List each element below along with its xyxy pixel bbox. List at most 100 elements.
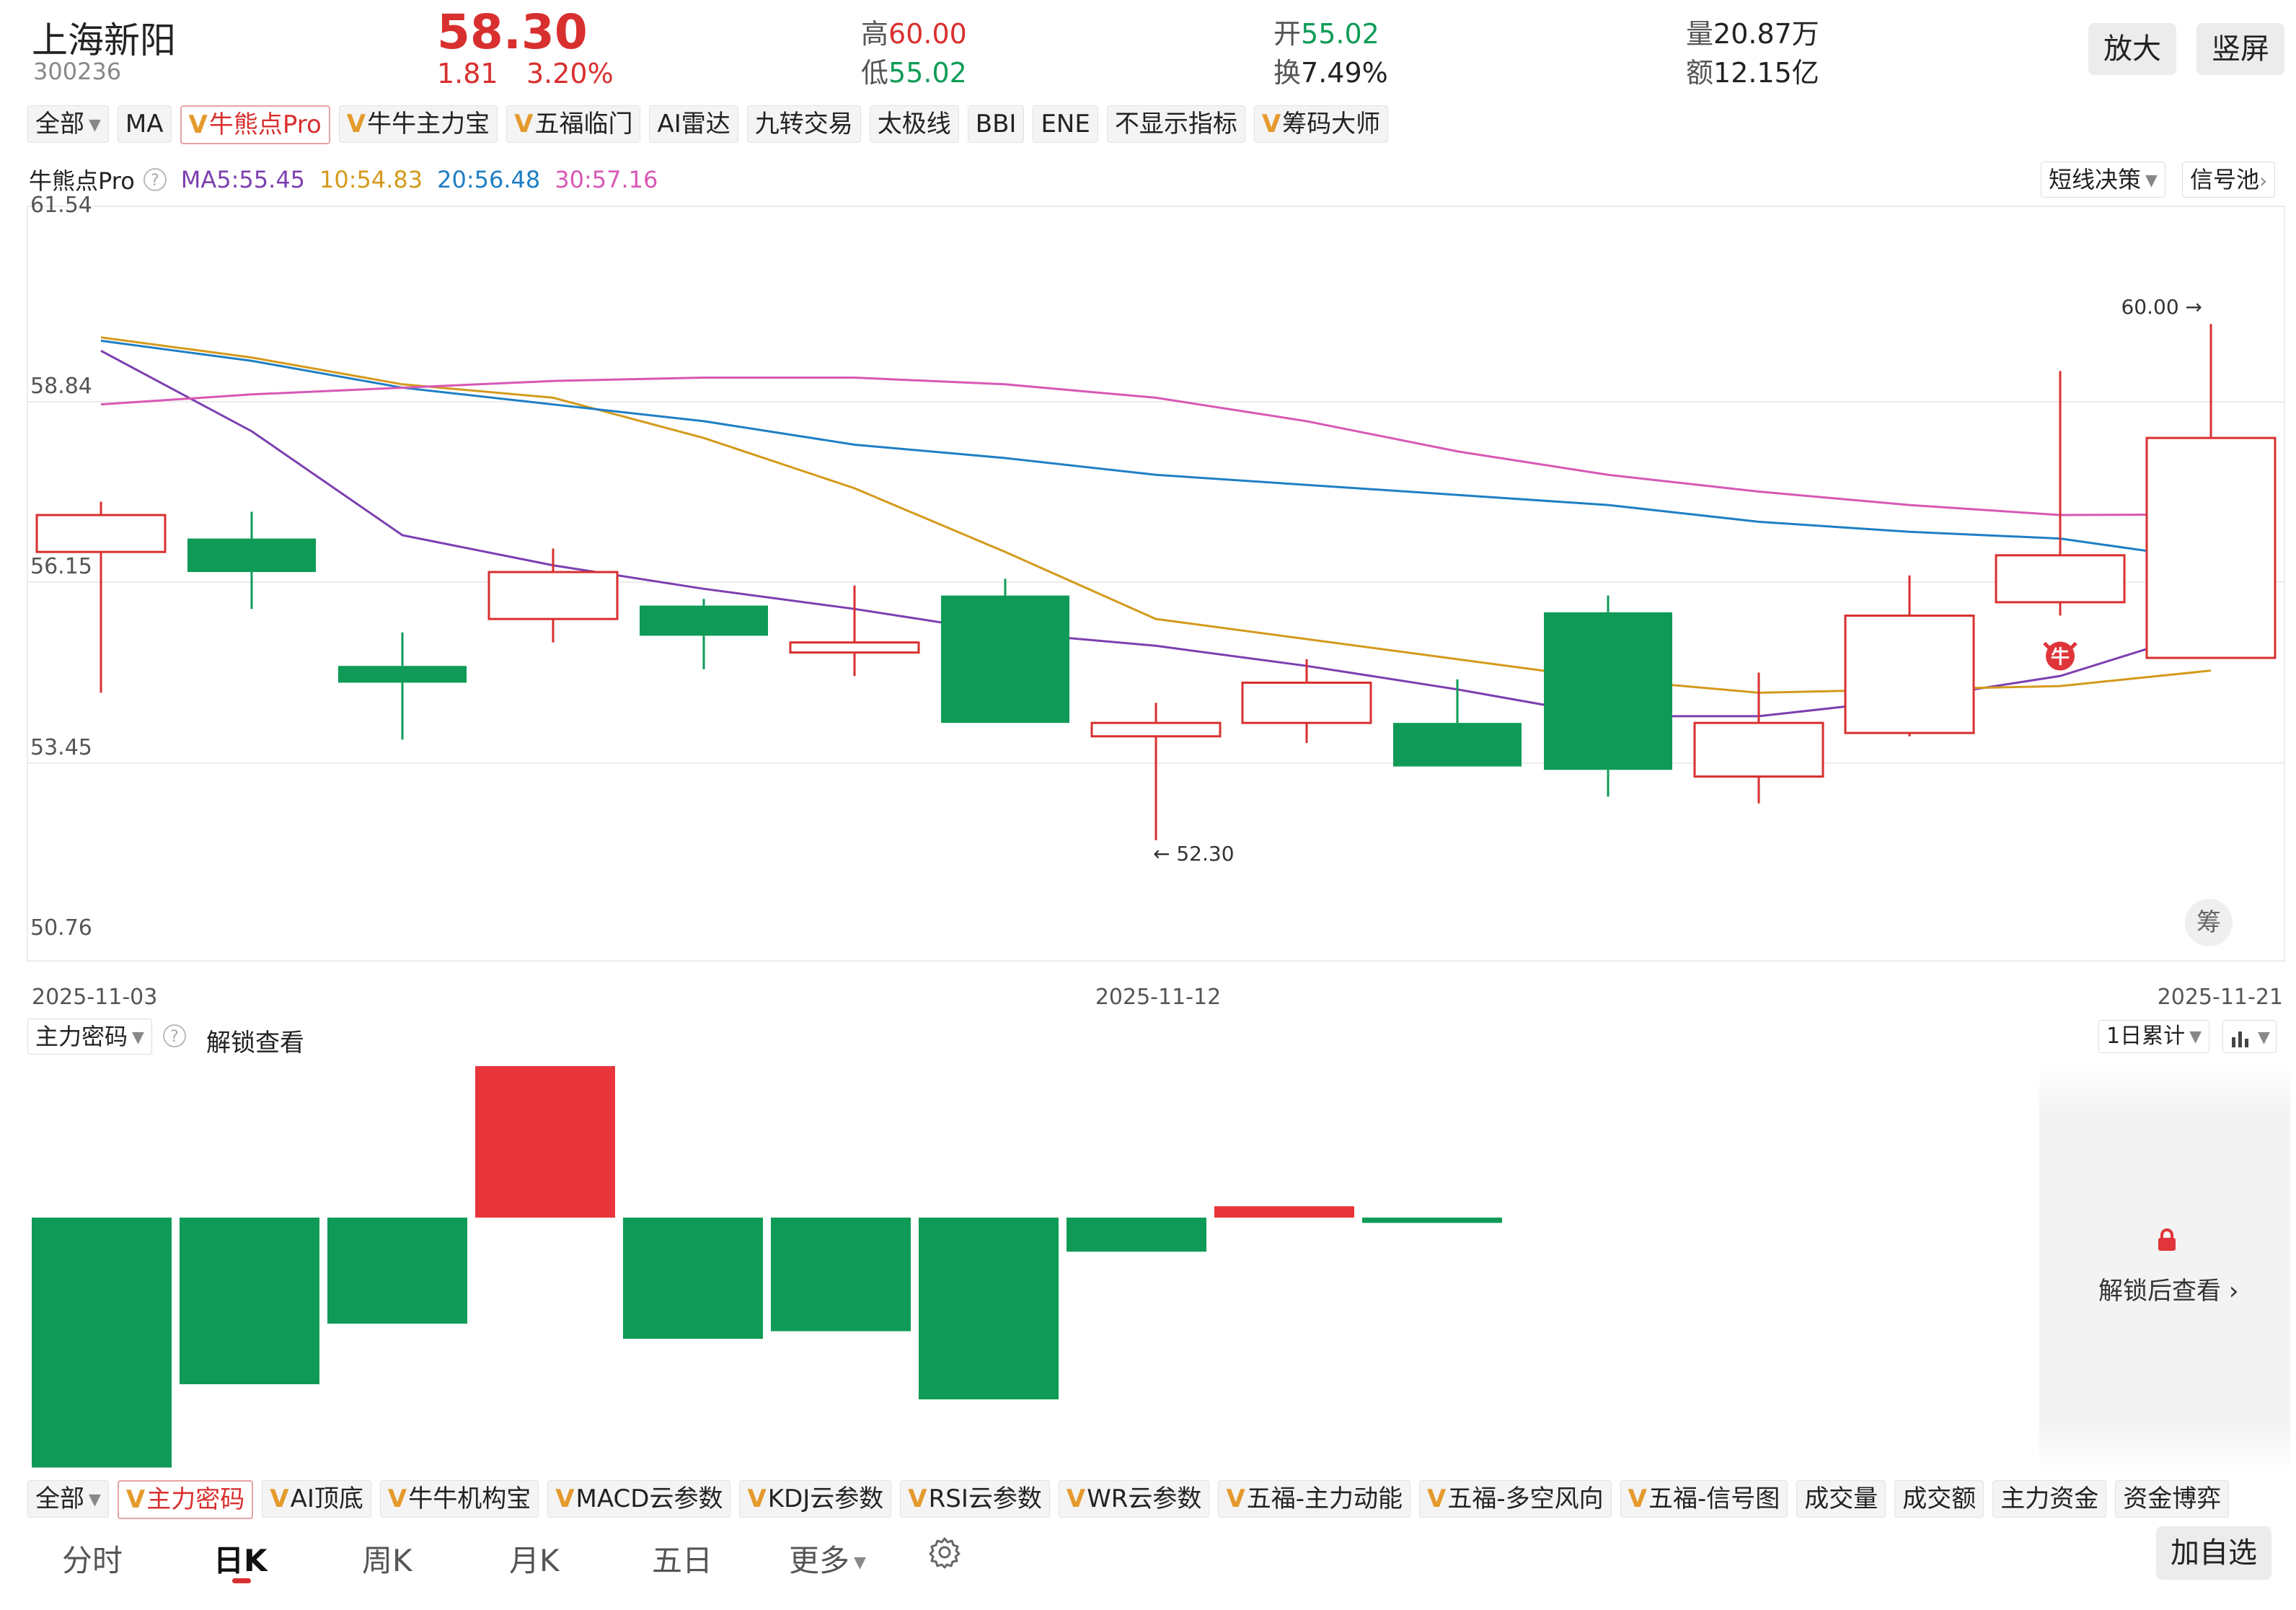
candle [1844,575,1975,736]
lower-indicator-tab-0[interactable]: 全部 ▼ [27,1480,109,1518]
vip-icon: V [1226,1484,1245,1513]
zoom-button[interactable]: 放大 [2088,23,2176,75]
lower-indicator-dropdown[interactable]: 主力密码 ▼ [27,1019,152,1055]
vip-icon: V [1628,1484,1647,1513]
indicator-tab-7[interactable]: 太极线 [869,105,959,143]
candle [640,599,768,669]
price-change: 1.81 [437,58,498,89]
strategy-dropdown[interactable]: 短线决策 ▼ [2041,162,2165,198]
gear-icon[interactable] [927,1535,962,1570]
unlock-after-view[interactable]: 解锁后查看 › [2098,1271,2238,1306]
lower-indicator-tab-label: MACD云参数 [575,1484,723,1513]
volume-label: 量 [1686,18,1714,50]
lower-indicator-tab-label: 主力资金 [2000,1484,2099,1513]
ma10-value: 10:54.83 [319,166,423,193]
tab-month-k[interactable]: 月K [509,1543,560,1578]
open-value: 55.02 [1301,18,1379,50]
stock-code: 300236 [33,58,122,85]
tab-day-k[interactable]: 日K [213,1543,268,1578]
indicator-tab-3[interactable]: V牛牛主力宝 [338,105,498,143]
accumulate-dropdown[interactable]: 1日累计 ▼ [2098,1020,2210,1053]
lower-indicator-tab-3[interactable]: V牛牛机构宝 [379,1480,539,1518]
turnover-stat: 换7.49% [1273,50,1388,90]
candle [338,632,467,740]
current-price: 58.30 [437,4,588,60]
lower-indicator-tab-label: KDJ云参数 [767,1484,884,1513]
help-icon[interactable]: ? [143,168,167,191]
portrait-button[interactable]: 竖屏 [2196,23,2284,75]
lower-indicator-tab-10[interactable]: V五福-信号图 [1620,1480,1788,1518]
y-tick-label: 58.84 [30,374,92,399]
chips-badge[interactable]: 筹 [2185,899,2233,946]
turnover-value: 7.49% [1301,57,1388,89]
indicator-tab-label: 五福临门 [534,110,633,138]
candle [487,548,619,643]
candle-body [2145,436,2277,659]
low-label: 低 [861,57,889,89]
indicator-tab-0[interactable]: 全部 ▼ [27,105,109,143]
help-icon[interactable]: ? [163,1024,186,1047]
lower-indicator-tab-6[interactable]: VRSI云参数 [900,1480,1050,1518]
ma-legend: 牛熊点Pro ? MA5:55.45 10:54.83 20:56.48 30:… [29,163,658,196]
lower-indicator-tab-5[interactable]: VKDJ云参数 [739,1480,892,1518]
candle-body [487,571,619,620]
ma5-value: MA5:55.45 [180,166,306,193]
indicator-tab-8[interactable]: BBI [967,105,1025,143]
chevron-down-icon: ▼ [89,115,101,134]
chart-type-dropdown[interactable]: ▼ [2222,1020,2277,1053]
stock-name: 上海新阳 [32,19,176,61]
tab-week-k[interactable]: 周K [362,1543,412,1578]
lower-indicator-tab-2[interactable]: VAI顶底 [262,1480,371,1518]
lower-indicator-tab-label: 五福-多空风向 [1447,1484,1604,1513]
high-marker: 60.00 → [2121,295,2202,319]
tab-five-day[interactable]: 五日 [652,1543,713,1578]
lower-indicator-tab-1[interactable]: V主力密码 [117,1480,254,1519]
lower-indicator-tab-7[interactable]: VWR云参数 [1058,1480,1210,1518]
indicator-tab-10[interactable]: 不显示指标 [1106,105,1245,143]
indicator-tab-9[interactable]: ENE [1033,105,1098,143]
candle [1544,595,1672,797]
indicator-tab-11[interactable]: V筹码大师 [1253,105,1389,143]
signal-pool-button[interactable]: 信号池› [2182,162,2276,198]
add-watchlist-button[interactable]: 加自选 [2156,1526,2271,1580]
kline-chart[interactable]: 61.54 58.84 56.15 53.45 50.76 2025-11-03 2025-… [0,0,2296,1010]
indicator-tab-2[interactable]: V牛熊点Pro [180,105,330,144]
lower-indicator-tab-label: 主力密码 [146,1485,245,1514]
candle [35,501,167,693]
indicator-tab-4[interactable]: V五福临门 [506,105,641,143]
locked-area[interactable] [2039,1065,2290,1473]
tab-minute[interactable]: 分时 [62,1543,123,1578]
lower-indicator-tab-4[interactable]: VMACD云参数 [547,1480,731,1518]
unlock-view-link[interactable]: 解锁查看 [206,1029,304,1057]
candle [941,579,1069,723]
candle-body [1090,721,1222,738]
indicator-tab-label: 全部 [35,110,84,138]
candle-body [187,538,316,573]
candle-body [338,666,467,683]
indicator-tab-1[interactable]: MA [117,105,172,143]
tab-more[interactable]: 更多 ▼ [789,1536,866,1580]
lower-indicator-tab-14[interactable]: 资金博弈 [2115,1480,2230,1518]
candle-body [1693,721,1824,778]
vip-icon: V [346,110,366,138]
indicator-name: 牛熊点Pro [29,167,135,195]
lower-indicator-tab-8[interactable]: V五福-主力动能 [1218,1480,1411,1518]
chevron-down-icon: ▼ [2145,172,2158,190]
y-tick-label: 56.15 [30,554,92,579]
indicator-tab-6[interactable]: 九转交易 [746,105,861,143]
lower-indicator-tab-12[interactable]: 成交额 [1894,1480,1984,1518]
ma20-value: 20:56.48 [437,166,541,193]
indicator-tab-label: 九转交易 [754,110,853,138]
lower-indicator-tab-bar: 全部 ▼ V主力密码 VAI顶底 V牛牛机构宝 VMACD云参数 VKDJ云参数 VRSI云参… [27,1480,2230,1519]
bull-signal-label: 牛 [2051,646,2070,668]
candle-body [1995,554,2126,604]
main-force-bar [771,1218,911,1332]
lower-indicator-tab-9[interactable]: V五福-多空风向 [1419,1480,1612,1518]
lock-icon [2158,1228,2176,1251]
candle [1693,672,1824,804]
low-stat: 低55.02 [861,50,967,90]
lower-indicator-tab-13[interactable]: 主力资金 [1992,1480,2107,1518]
lower-indicator-tab-11[interactable]: 成交量 [1796,1480,1886,1518]
indicator-tab-5[interactable]: AI雷达 [649,105,738,143]
lower-indicator-tab-label: 五福-主力动能 [1246,1484,1403,1513]
